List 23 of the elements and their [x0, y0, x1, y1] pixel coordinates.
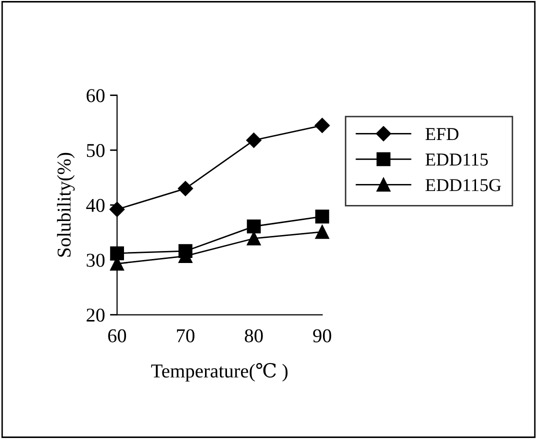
point: [246, 219, 261, 234]
legend-label: EDD115: [426, 154, 488, 166]
point: [246, 232, 261, 246]
x-tick-label: 90: [313, 329, 332, 342]
x-tick-label: 80: [244, 329, 263, 342]
x-axis-title: Temperature(℃ ): [151, 362, 288, 382]
legend-label: EDD115G: [426, 179, 502, 192]
point: [315, 210, 330, 224]
point: [314, 118, 330, 134]
y-tick-label: 50: [86, 144, 105, 158]
point: [109, 202, 125, 217]
x-tick-label: 60: [108, 329, 126, 342]
point: [315, 224, 330, 239]
legend-label: EFD: [426, 128, 458, 140]
y-axis-title: Solubility(%): [57, 152, 75, 257]
point: [110, 246, 124, 260]
x-tick-label: 70: [177, 329, 194, 342]
point: [178, 180, 194, 196]
point: [246, 132, 262, 148]
y-tick-label: 40: [86, 198, 105, 212]
y-tick-label: 60: [86, 89, 105, 102]
y-tick-label: 30: [86, 254, 105, 267]
y-tick-label: 20: [86, 308, 105, 322]
